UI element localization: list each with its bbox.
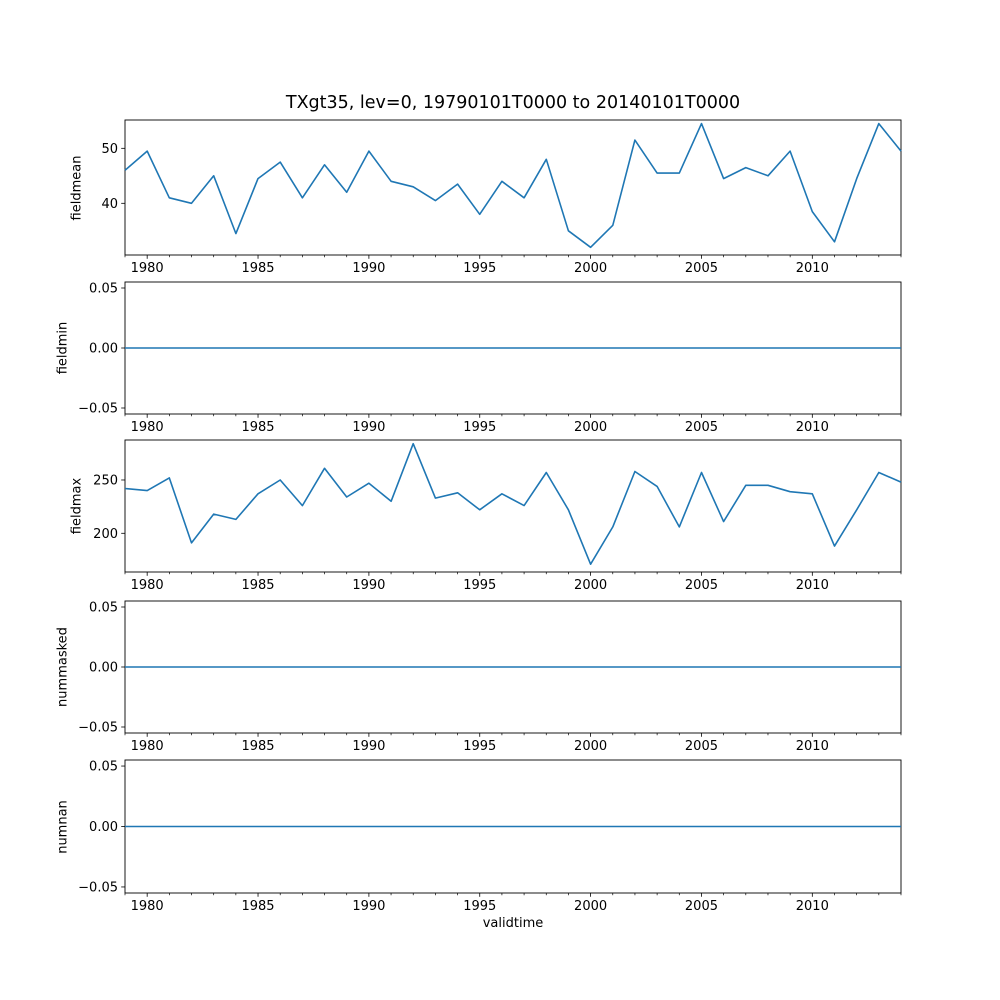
x-tick-label: 2010 xyxy=(796,261,829,276)
x-tick-label: 1990 xyxy=(352,578,385,593)
subplot-fieldmax: 1980 1985 1990 1995 2000 2005 2010 200 250 xyxy=(93,439,902,593)
fieldmax-line xyxy=(124,442,902,566)
x-tick-label: 1995 xyxy=(463,578,496,593)
y-tick-label: 50 xyxy=(101,142,118,157)
x-tick-label: 2000 xyxy=(574,261,607,276)
x-tick-label: 2005 xyxy=(685,420,718,435)
x-tick-label: 1980 xyxy=(131,578,164,593)
axes-border xyxy=(124,439,902,573)
x-tick-label: 1985 xyxy=(241,739,274,754)
y-tick-label: 40 xyxy=(101,197,118,212)
axes-border xyxy=(124,119,902,256)
x-tick-label: 1990 xyxy=(352,899,385,914)
x-tick-label: 1980 xyxy=(131,899,164,914)
x-tick-label: 1995 xyxy=(463,420,496,435)
x-tick-label: 1995 xyxy=(463,739,496,754)
x-tick-label: 1985 xyxy=(241,899,274,914)
subplot-fieldmin: 1980 1985 1990 1995 2000 2005 2010 −0.05 0.00 0.0… xyxy=(78,282,902,435)
x-tick-label: 2005 xyxy=(685,578,718,593)
subplot-numnan: 1980 1985 1990 1995 2000 2005 2010 −0.05 0.00 0.0… xyxy=(78,760,902,914)
x-axis-label: validtime xyxy=(482,916,544,931)
figure-title: TXgt35, lev=0, 19790101T0000 to 20140101… xyxy=(285,93,741,113)
x-tick-label: 2000 xyxy=(574,899,607,914)
x-tick-label: 1980 xyxy=(131,420,164,435)
fieldmean-line xyxy=(124,122,902,249)
x-tick-label: 2000 xyxy=(574,739,607,754)
x-tick-label: 1990 xyxy=(352,420,385,435)
y-tick-label: 0.00 xyxy=(89,820,118,835)
x-tick-label: 1995 xyxy=(463,261,496,276)
y-tick-label: 0.00 xyxy=(89,661,118,676)
x-tick-label: 2010 xyxy=(796,578,829,593)
subplot-nummasked: 1980 1985 1990 1995 2000 2005 2010 −0.05 0.00 0.0… xyxy=(78,601,902,754)
x-tick-label: 2005 xyxy=(685,261,718,276)
x-tick-label: 2005 xyxy=(685,899,718,914)
x-tick-label: 2000 xyxy=(574,578,607,593)
y-tick-label: 200 xyxy=(93,527,118,542)
y-tick-label: 0.00 xyxy=(89,342,118,357)
x-tick-label: 2010 xyxy=(796,420,829,435)
x-tick-label: 2000 xyxy=(574,420,607,435)
x-tick-label: 1990 xyxy=(352,739,385,754)
x-tick-label: 1980 xyxy=(131,739,164,754)
y-tick-label: 0.05 xyxy=(89,601,118,616)
y-tick-label: 250 xyxy=(93,473,118,488)
y-tick-label: −0.05 xyxy=(78,402,118,417)
x-tick-label: 1985 xyxy=(241,261,274,276)
y-tick-label: −0.05 xyxy=(78,721,118,736)
y-tick-label: 0.05 xyxy=(89,282,118,297)
x-tick-label: 2010 xyxy=(796,739,829,754)
x-tick-label: 1985 xyxy=(241,420,274,435)
x-tick-label: 2005 xyxy=(685,739,718,754)
y-tick-label: 0.05 xyxy=(89,760,118,775)
y-tick-label: −0.05 xyxy=(78,880,118,895)
x-tick-label: 2010 xyxy=(796,899,829,914)
subplot-fieldmean: 1980 1985 1990 1995 2000 2005 2010 40 50 xyxy=(101,119,902,276)
x-tick-label: 1990 xyxy=(352,261,385,276)
x-tick-label: 1985 xyxy=(241,578,274,593)
x-tick-label: 1995 xyxy=(463,899,496,914)
x-tick-label: 1980 xyxy=(131,261,164,276)
